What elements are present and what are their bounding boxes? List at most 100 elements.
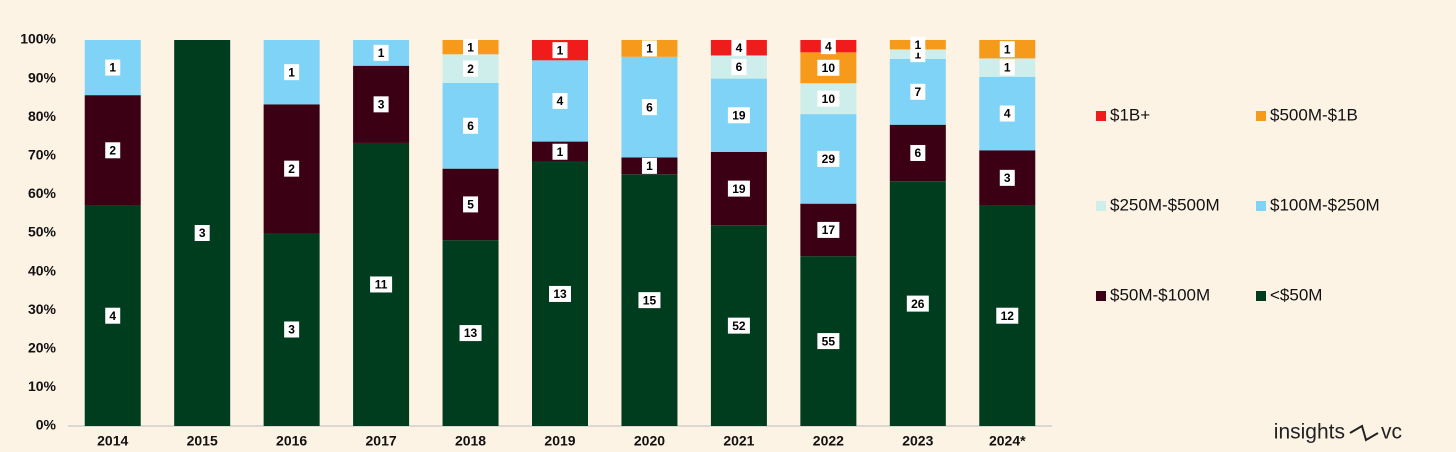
legend-swatch bbox=[1096, 111, 1106, 121]
value-label: 1 bbox=[914, 38, 921, 52]
value-label: 12 bbox=[1001, 309, 1015, 323]
value-label-box bbox=[370, 276, 393, 293]
watermark-logo bbox=[1349, 424, 1379, 442]
value-label-box bbox=[727, 180, 750, 197]
value-label-box bbox=[999, 59, 1015, 76]
value-label: 5 bbox=[467, 198, 474, 212]
value-label-box bbox=[284, 64, 300, 81]
value-label-box bbox=[105, 307, 121, 324]
value-label-box bbox=[373, 96, 389, 113]
value-label: 1 bbox=[1004, 42, 1011, 56]
value-label: 3 bbox=[199, 226, 206, 240]
watermark-left: insights bbox=[1274, 421, 1345, 444]
y-tick-label: 70% bbox=[28, 147, 57, 163]
value-label: 4 bbox=[557, 94, 564, 108]
value-label: 4 bbox=[825, 39, 832, 53]
value-label-box bbox=[463, 196, 479, 213]
value-label-box bbox=[284, 160, 300, 177]
x-tick-label: 2018 bbox=[455, 433, 486, 449]
value-label: 4 bbox=[109, 309, 116, 323]
x-tick-label: 2014 bbox=[97, 433, 128, 449]
value-label: 1 bbox=[557, 43, 564, 57]
value-label-box bbox=[817, 90, 840, 107]
value-label: 11 bbox=[375, 278, 388, 292]
value-label: 4 bbox=[736, 41, 743, 55]
y-tick-label: 10% bbox=[28, 378, 57, 394]
y-tick-label: 80% bbox=[28, 108, 57, 124]
y-tick-label: 50% bbox=[28, 224, 57, 240]
y-tick-label: 30% bbox=[28, 301, 57, 317]
y-tick-label: 40% bbox=[28, 262, 57, 278]
value-label: 1 bbox=[557, 145, 564, 159]
value-label: 2 bbox=[288, 162, 295, 176]
value-label-box bbox=[731, 59, 747, 76]
y-tick-label: 60% bbox=[28, 185, 57, 201]
value-label-box bbox=[638, 292, 661, 309]
value-label: 1 bbox=[646, 42, 653, 56]
value-label-box bbox=[906, 295, 929, 312]
value-label-box bbox=[373, 44, 389, 61]
value-label-box bbox=[817, 59, 840, 76]
value-label: 13 bbox=[553, 287, 567, 301]
value-label: 7 bbox=[914, 85, 921, 99]
value-label: 29 bbox=[822, 152, 836, 166]
value-label: 19 bbox=[732, 182, 746, 196]
value-label-box bbox=[194, 225, 210, 241]
x-tick-label: 2022 bbox=[813, 433, 844, 449]
x-tick-label: 2024* bbox=[989, 433, 1026, 449]
value-label-box bbox=[552, 92, 568, 109]
value-label-box bbox=[727, 317, 750, 334]
x-tick-label: 2021 bbox=[723, 433, 754, 449]
value-label-box bbox=[463, 117, 479, 134]
value-label: 6 bbox=[467, 119, 474, 133]
value-label-box bbox=[459, 325, 482, 342]
value-label-box bbox=[463, 60, 479, 77]
legend-swatch bbox=[1256, 291, 1266, 301]
y-tick-label: 0% bbox=[36, 417, 57, 433]
value-label: 26 bbox=[911, 297, 925, 311]
value-label: 1 bbox=[109, 61, 116, 75]
legend-label: <$50M bbox=[1270, 285, 1322, 304]
legend-label: $250M-$500M bbox=[1110, 195, 1220, 214]
value-label-box bbox=[284, 321, 300, 338]
value-label-box bbox=[999, 169, 1015, 186]
value-label-box bbox=[817, 150, 840, 167]
value-label: 1 bbox=[467, 40, 474, 54]
value-label: 6 bbox=[736, 60, 743, 74]
value-label: 4 bbox=[1004, 107, 1011, 121]
legend-swatch bbox=[1096, 201, 1106, 211]
legend-label: $1B+ bbox=[1110, 105, 1150, 124]
legend-label: $100M-$250M bbox=[1270, 195, 1380, 214]
legend-swatch bbox=[1096, 291, 1106, 301]
x-tick-label: 2019 bbox=[544, 433, 575, 449]
value-label-box bbox=[910, 36, 926, 53]
legend-swatch bbox=[1256, 201, 1266, 211]
value-label: 3 bbox=[1004, 171, 1011, 185]
value-label: 6 bbox=[646, 100, 653, 114]
value-label: 52 bbox=[732, 319, 746, 333]
value-label-box bbox=[641, 99, 657, 116]
value-label-box bbox=[105, 59, 121, 76]
value-label-box bbox=[727, 107, 750, 124]
value-label: 3 bbox=[378, 98, 385, 112]
value-label-box bbox=[552, 143, 568, 160]
x-tick-label: 2016 bbox=[276, 433, 307, 449]
value-label: 10 bbox=[822, 92, 836, 106]
value-label: 1 bbox=[646, 159, 653, 173]
value-label: 3 bbox=[288, 323, 295, 337]
value-label: 1 bbox=[1004, 61, 1011, 75]
value-label-box bbox=[105, 142, 121, 159]
value-label: 2 bbox=[109, 143, 116, 157]
x-tick-label: 2020 bbox=[634, 433, 665, 449]
legend-label: $500M-$1B bbox=[1270, 105, 1358, 124]
value-label: 1 bbox=[288, 65, 295, 79]
value-label-box bbox=[910, 83, 926, 100]
value-label-box bbox=[817, 221, 840, 238]
watermark-right: vc bbox=[1381, 421, 1402, 444]
y-tick-label: 100% bbox=[20, 31, 56, 47]
value-label: 13 bbox=[464, 326, 478, 340]
value-label-box bbox=[641, 40, 657, 57]
value-label: 1 bbox=[914, 47, 921, 61]
legend-swatch bbox=[1256, 111, 1266, 121]
